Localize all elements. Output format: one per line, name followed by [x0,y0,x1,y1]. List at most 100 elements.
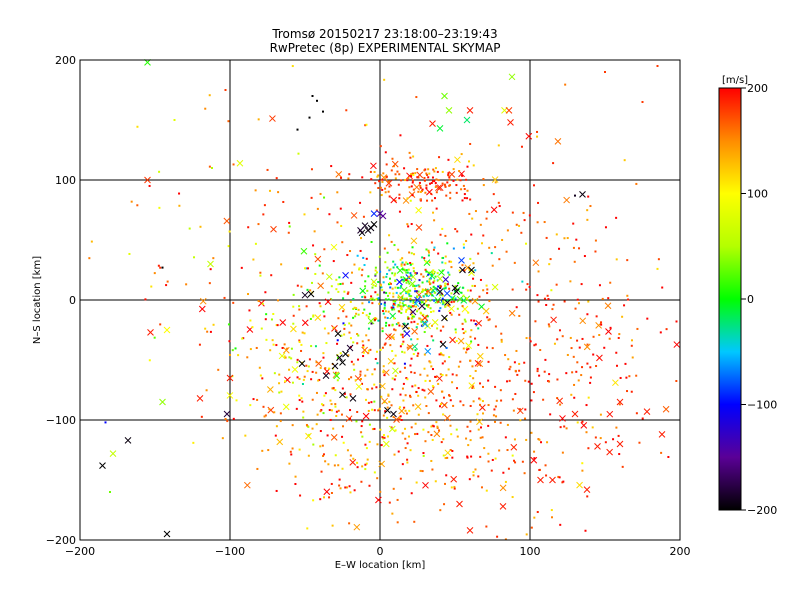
data-point-dot [312,314,315,317]
data-point-dot [364,296,367,299]
data-point-dot [390,282,393,285]
data-point-dot [322,454,325,457]
data-point-dot [481,436,484,439]
data-point-dot [409,199,412,202]
data-point-dot [376,297,379,300]
data-point-dot [349,491,352,494]
data-point-dot [520,231,523,234]
data-point-cross [282,346,290,354]
data-point-dot [319,192,322,195]
data-point-cross [461,305,469,313]
data-point-dot [421,281,424,284]
data-point-dot [466,189,469,192]
data-point-dot [406,378,409,381]
data-point-dot [511,398,514,401]
data-point-cross [196,395,204,402]
data-point-dot [507,467,510,470]
data-point-dot [430,459,433,462]
data-point-dot [382,414,385,417]
data-point-dot [472,262,475,265]
data-point-cross [563,196,570,204]
data-point-dot [318,302,321,305]
data-point-dot [405,290,408,293]
data-point-dot [561,451,564,454]
data-point-dot [436,425,439,428]
data-point-dot [412,305,415,308]
data-point-dot [403,167,406,170]
data-point-dot [278,391,281,394]
data-point-dot [136,204,139,207]
data-point-dot [336,221,339,224]
data-point-dot [430,181,433,184]
data-point-dot [415,284,418,287]
data-point-dot [395,323,398,326]
data-point-dot [417,387,420,390]
data-point-dot [405,412,408,415]
data-point-dot [310,378,313,381]
data-point-dot [487,360,490,363]
data-point-dot [342,441,345,444]
data-point-dot [208,94,211,97]
data-point-dot [454,331,457,334]
data-point-dot [130,200,133,203]
data-point-dot [587,195,590,198]
data-point-dot [537,438,540,441]
data-point-dot [420,301,423,304]
data-point-cross [476,352,484,360]
data-point-dot [617,434,620,437]
data-point-dot [267,449,270,452]
data-point-dot [394,354,397,357]
data-point-dot [303,332,306,335]
data-point-dot [444,457,447,460]
data-point-cross [147,329,154,336]
data-point-dot [444,284,447,287]
data-point-dot [157,264,160,267]
data-point-cross [468,269,475,277]
data-point-dot [403,277,406,280]
data-point-cross [550,316,557,324]
data-point-dot [234,347,237,350]
data-point-dot [494,325,497,328]
data-point-dot [330,285,333,288]
data-point-cross [436,288,444,295]
data-point-dot [256,467,259,470]
data-point-dot [437,300,440,303]
data-point-cross [424,288,432,295]
data-point-dot [528,337,531,340]
data-point-dot [410,492,413,495]
data-point-dot [409,364,412,367]
data-point-dot [444,282,447,285]
data-point-dot [621,315,624,318]
data-point-dot [369,348,372,351]
data-point-dot [426,344,429,347]
data-point-dot [322,453,325,456]
data-point-cross [379,382,386,390]
data-point-dot [465,437,468,440]
data-point-dot [434,375,437,378]
data-point-cross [385,333,392,340]
data-point-dot [439,352,442,355]
data-point-dot [473,319,476,322]
data-point-dot [580,374,583,377]
data-point-dot [419,373,422,376]
data-point-cross [579,317,587,325]
data-point-dot [232,417,235,420]
data-point-dot [367,315,370,318]
data-point-dot [298,340,301,343]
data-point-dot [404,437,407,440]
data-point-dot [306,370,309,373]
data-point-dot [581,366,584,369]
data-point-dot [385,321,388,324]
data-point-dot [442,438,445,441]
data-point-dot [422,454,425,457]
data-point-dot [370,322,373,325]
data-point-dot [437,252,440,255]
data-point-dot [392,306,395,309]
data-point-dot [583,255,586,258]
data-point-dot [348,322,351,325]
data-point-dot [442,413,445,416]
data-point-dot [262,213,265,216]
data-point-dot [249,404,252,407]
data-point-dot [410,175,413,178]
data-point-dot [365,123,368,126]
